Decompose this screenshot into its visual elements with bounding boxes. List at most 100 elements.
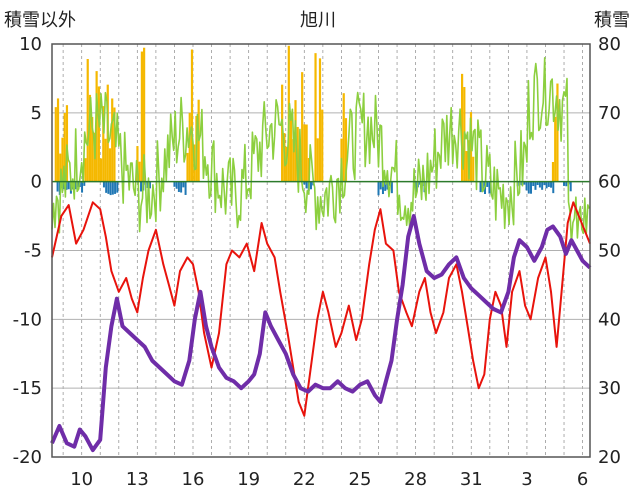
x-tick-label: 22 <box>293 469 316 490</box>
snowfall-bar <box>88 94 92 182</box>
precip-bar <box>523 181 526 185</box>
left-tick-label: -5 <box>24 241 42 262</box>
snowfall-bar <box>292 139 295 182</box>
snowfall-bar <box>289 112 293 182</box>
precip-bar <box>148 181 151 189</box>
precip-bar <box>563 181 566 186</box>
precip-bar <box>175 181 178 189</box>
precip-bar <box>569 181 572 192</box>
left-tick-label: -10 <box>13 309 42 330</box>
green-series-line <box>51 56 591 245</box>
snowfall-bar <box>111 98 114 182</box>
left-tick-label: 0 <box>31 172 42 193</box>
precip-bar <box>525 181 528 191</box>
precip-bar <box>527 181 530 194</box>
precip-bar <box>107 181 110 194</box>
snowfall-bar <box>97 86 100 182</box>
x-tick-label: 25 <box>349 469 372 490</box>
snowfall-bar <box>551 161 555 182</box>
snowfall-bar <box>190 49 194 182</box>
snowfall-bar <box>460 73 464 182</box>
precip-bar <box>565 181 568 187</box>
snowfall-bar <box>465 151 468 182</box>
precip-bar <box>309 181 312 190</box>
x-tick-label: 31 <box>460 469 483 490</box>
snowfall-bar <box>556 83 559 182</box>
precip-bar <box>173 181 176 187</box>
right-tick-label: 50 <box>598 241 621 262</box>
snowfall-bar <box>63 112 66 182</box>
snowfall-bar <box>296 126 299 182</box>
snowfall-bar <box>113 107 116 182</box>
precip-bar <box>552 181 555 194</box>
snowfall-bar <box>321 109 324 182</box>
precip-bar <box>543 181 546 186</box>
x-tick-label: 3 <box>521 469 532 490</box>
precip-bar <box>384 181 387 191</box>
precip-bar <box>547 181 550 187</box>
right-tick-label: 60 <box>598 172 621 193</box>
right-tick-label: 40 <box>598 309 621 330</box>
snowfall-bar <box>554 116 557 182</box>
snowfall-bar <box>108 148 112 182</box>
precip-bar <box>377 181 380 196</box>
right-tick-label: 30 <box>598 378 621 399</box>
precip-bar <box>67 181 70 190</box>
snowfall-bar <box>469 112 473 182</box>
right-axis-label: 積雪 <box>594 10 630 31</box>
snowfall-bar <box>65 105 69 182</box>
precip-bar <box>305 181 308 189</box>
precip-bar <box>381 181 384 195</box>
precip-bar <box>303 181 306 185</box>
left-tick-label: -20 <box>13 447 42 468</box>
precip-bar <box>83 181 86 186</box>
precip-bar <box>488 181 491 194</box>
snowfall-bar <box>95 71 98 182</box>
snowfall-bar <box>86 59 89 182</box>
right-tick-label: 70 <box>598 103 621 124</box>
precip-bar <box>530 181 533 194</box>
precip-bar <box>386 181 389 190</box>
temperature-line <box>51 201 591 417</box>
precip-bar <box>550 181 553 188</box>
x-tick-label: 10 <box>70 469 93 490</box>
snowfall-bar <box>305 124 308 182</box>
snowfall-bar <box>104 138 107 182</box>
left-tick-label: 5 <box>31 103 42 124</box>
precip-bar <box>532 181 535 187</box>
left-tick-label: -15 <box>13 378 42 399</box>
snowfall-bar <box>59 153 62 182</box>
precip-bar <box>56 181 59 192</box>
precip-bar <box>102 181 105 188</box>
precip-bar <box>534 181 537 190</box>
precip-bar <box>536 181 539 185</box>
precip-bar <box>114 181 117 194</box>
x-tick-label: 16 <box>182 469 205 490</box>
snowfall-bar <box>56 98 60 182</box>
precip-bar <box>541 181 544 190</box>
snowfall-bar <box>138 161 141 182</box>
chart-title: 旭川 <box>300 10 336 31</box>
snowfall-bar <box>318 58 322 182</box>
precip-bar <box>379 181 382 190</box>
snowfall-bar <box>188 112 191 182</box>
snowfall-bar <box>344 118 348 182</box>
snowfall-bar <box>303 124 306 182</box>
snowfall-bar <box>316 138 319 182</box>
precip-bar <box>390 181 393 194</box>
precip-bar <box>184 181 187 195</box>
snowfall-bar <box>99 158 103 182</box>
precip-bar <box>538 181 541 188</box>
snowfall-bar <box>281 84 284 182</box>
precip-bar <box>116 181 119 193</box>
precip-bar <box>180 181 183 193</box>
snowfall-bar <box>298 148 302 182</box>
precip-bar <box>479 181 482 193</box>
lines-layer <box>50 56 592 453</box>
snowfall-bar <box>186 152 189 182</box>
snowfall-bar <box>472 156 475 182</box>
precip-bar <box>140 181 143 192</box>
precip-bar <box>111 181 114 195</box>
